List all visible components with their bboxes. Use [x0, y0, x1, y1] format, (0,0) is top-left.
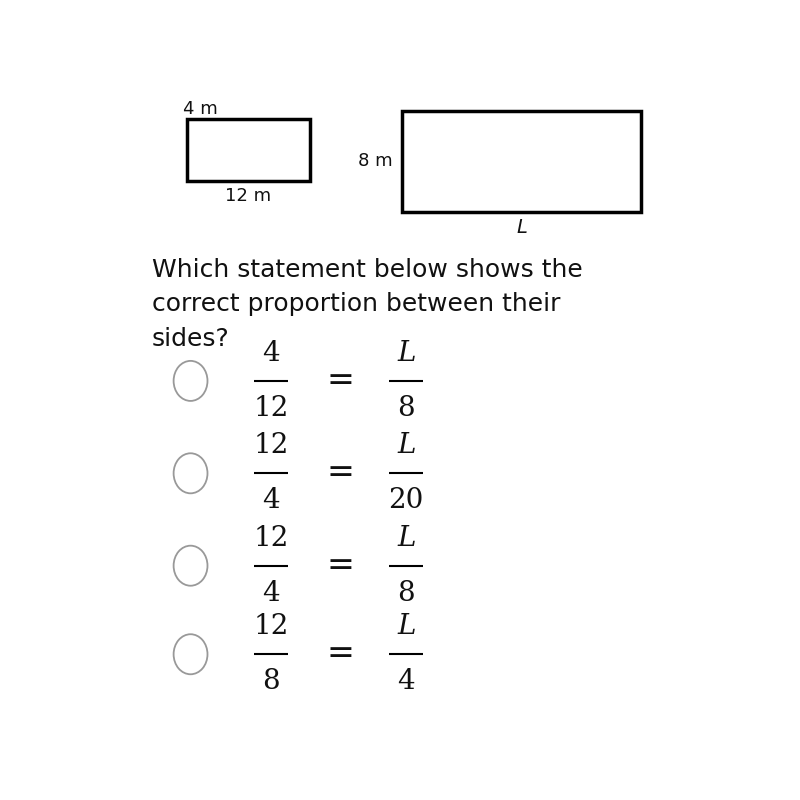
Text: 8: 8 — [398, 394, 415, 422]
Text: 8: 8 — [262, 668, 280, 695]
Bar — [402, 111, 641, 211]
Ellipse shape — [174, 546, 207, 586]
Text: 12: 12 — [254, 433, 289, 459]
Ellipse shape — [174, 361, 207, 401]
Text: 4: 4 — [262, 579, 280, 606]
Bar — [186, 119, 310, 181]
Text: 4 m: 4 m — [183, 99, 218, 118]
Text: Which statement below shows the
correct proportion between their
sides?: Which statement below shows the correct … — [152, 258, 582, 350]
Text: L: L — [397, 525, 415, 552]
Ellipse shape — [174, 634, 207, 674]
Text: 20: 20 — [389, 487, 424, 514]
Text: 4: 4 — [398, 668, 415, 695]
Text: L: L — [397, 614, 415, 640]
Text: 12: 12 — [254, 394, 289, 422]
Text: L: L — [397, 433, 415, 459]
Text: =: = — [326, 638, 354, 670]
Text: L: L — [397, 340, 415, 367]
Text: L: L — [516, 218, 527, 237]
Ellipse shape — [174, 454, 207, 494]
Text: 12: 12 — [254, 614, 289, 640]
Text: 8: 8 — [398, 579, 415, 606]
Text: =: = — [326, 458, 354, 490]
Text: 4: 4 — [262, 487, 280, 514]
Text: =: = — [326, 365, 354, 397]
Text: 4: 4 — [262, 340, 280, 367]
Text: =: = — [326, 550, 354, 582]
Text: 12: 12 — [254, 525, 289, 552]
Text: 8 m: 8 m — [358, 153, 393, 170]
Text: 12 m: 12 m — [226, 187, 271, 205]
